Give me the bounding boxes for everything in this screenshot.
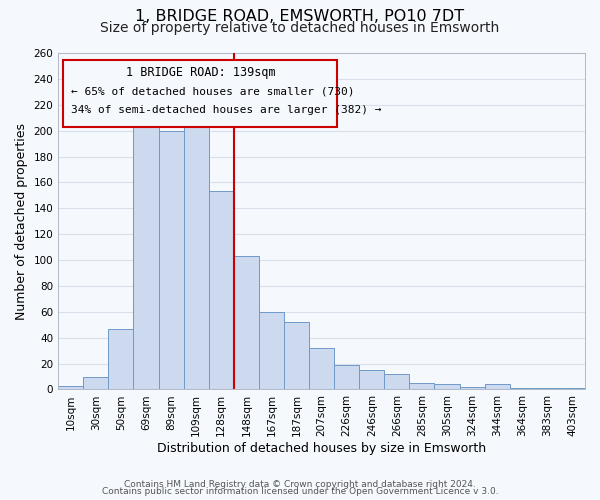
Bar [359,370,385,390]
FancyBboxPatch shape [64,60,337,127]
Bar [309,348,334,390]
Bar [334,365,359,390]
Text: 1, BRIDGE ROAD, EMSWORTH, PO10 7DT: 1, BRIDGE ROAD, EMSWORTH, PO10 7DT [136,9,464,24]
Bar [184,124,209,390]
Bar [434,384,460,390]
X-axis label: Distribution of detached houses by size in Emsworth: Distribution of detached houses by size … [157,442,486,455]
Bar [133,127,158,390]
Bar [535,388,560,390]
Bar [158,130,184,390]
Text: 34% of semi-detached houses are larger (382) →: 34% of semi-detached houses are larger (… [71,105,382,115]
Bar [209,192,234,390]
Bar [485,384,510,390]
Bar [460,387,485,390]
Y-axis label: Number of detached properties: Number of detached properties [15,122,28,320]
Bar [109,328,133,390]
Text: 1 BRIDGE ROAD: 139sqm: 1 BRIDGE ROAD: 139sqm [125,66,275,80]
Bar [560,388,585,390]
Bar [83,376,109,390]
Bar [284,322,309,390]
Bar [259,312,284,390]
Bar [409,383,434,390]
Text: Contains public sector information licensed under the Open Government Licence v : Contains public sector information licen… [101,487,499,496]
Text: ← 65% of detached houses are smaller (730): ← 65% of detached houses are smaller (73… [71,86,355,97]
Bar [58,386,83,390]
Bar [385,374,409,390]
Text: Contains HM Land Registry data © Crown copyright and database right 2024.: Contains HM Land Registry data © Crown c… [124,480,476,489]
Bar [234,256,259,390]
Text: Size of property relative to detached houses in Emsworth: Size of property relative to detached ho… [100,21,500,35]
Bar [510,388,535,390]
